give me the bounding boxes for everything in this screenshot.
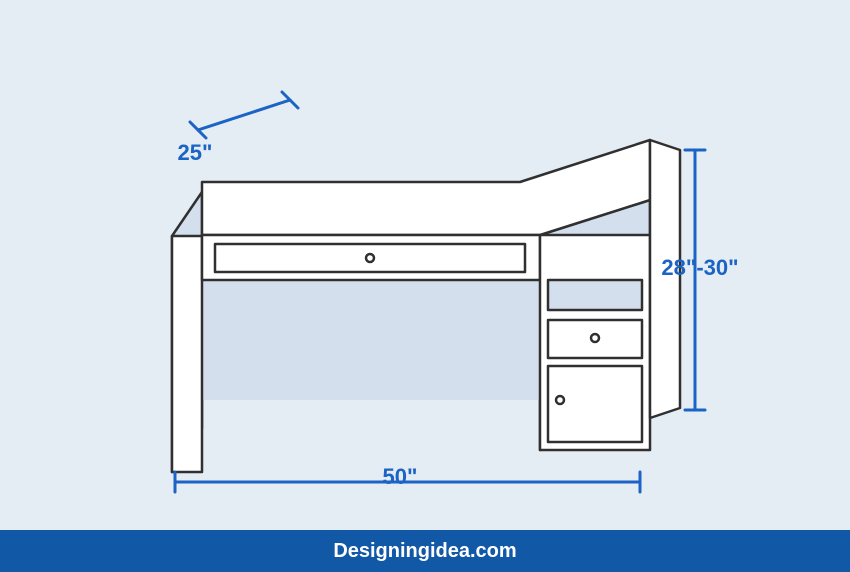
page: Computer Desk Size 25"28"-30"50" Designi… bbox=[0, 0, 850, 572]
dim-width-label: 50" bbox=[383, 464, 418, 489]
desk-diagram: 25" 28"-30" 50" bbox=[0, 0, 850, 572]
footer-bar: Designingidea.com bbox=[0, 530, 850, 572]
dim-depth-label: 25" bbox=[178, 140, 213, 165]
footer-text: Designingidea.com bbox=[333, 540, 516, 563]
dim-height-label: 28"-30" bbox=[661, 255, 738, 280]
